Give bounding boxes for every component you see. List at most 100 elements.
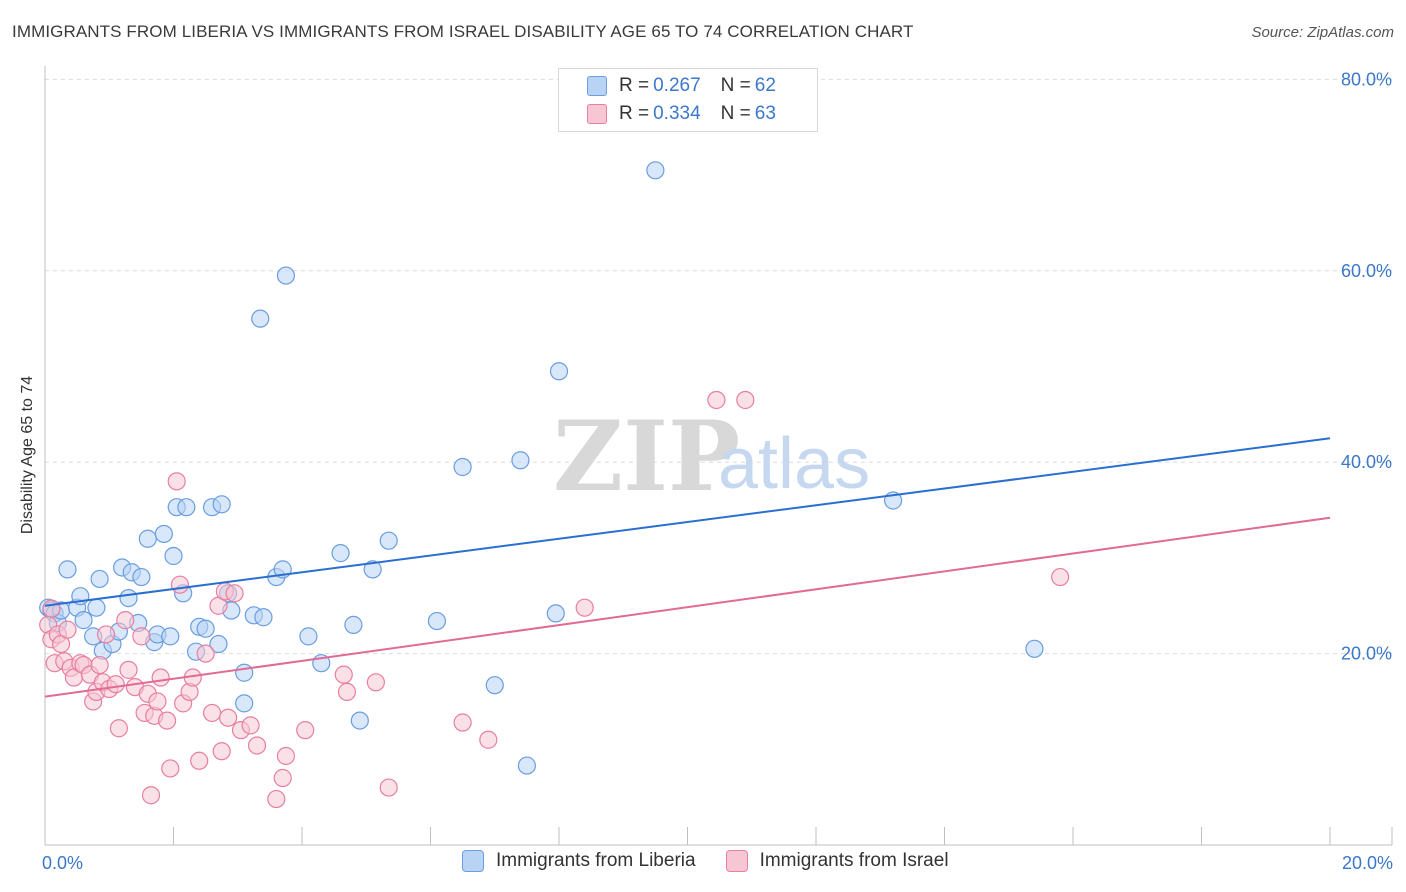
israel-point [90,655,109,675]
liberia-point [485,676,504,695]
y-tick-label: 40.0% [1341,452,1392,472]
israel-point [157,711,177,730]
data-points [39,161,1070,809]
liberia-n-label: N = [720,75,751,96]
legend-item-israel: Immigrants from Israel [725,850,949,872]
israel-point [225,584,244,603]
liberia-point [74,611,93,630]
israel-point [736,390,755,410]
israel-point [58,620,77,639]
israel-point [151,668,170,687]
gridlines [45,78,1392,655]
israel-point [296,721,315,740]
israel-point [161,759,180,778]
liberia-point [427,611,447,631]
liberia-point [119,588,138,608]
legend-row-israel: R = 0.334 N = 63 [587,102,776,126]
liberia-point [350,711,369,730]
liberia-point [235,694,254,713]
liberia-point [90,569,109,589]
liberia-point [511,451,530,470]
axes [44,66,1393,846]
stats-legend: R = 0.267 N = 62 R = 0.334 N = 63 [558,68,818,132]
liberia-point [379,531,398,550]
israel-point [334,665,353,684]
israel-point [96,625,116,644]
israel-point [170,575,190,594]
israel-n-label: N = [720,103,751,124]
x-tick-label-min: 0.0% [42,853,83,873]
israel-trend-line [44,516,1331,698]
liberia-point [132,567,151,587]
tick-labels: 20.0% 40.0% 60.0% 80.0% 0.0% 20.0% [42,69,1393,873]
israel-point [241,716,260,735]
israel-swatch [587,104,607,124]
israel-point [196,644,215,663]
liberia-point [646,161,665,180]
legend-item-liberia: Immigrants from Liberia [462,850,696,872]
israel-point [366,673,385,692]
israel-point [267,789,286,809]
liberia-point [546,604,565,623]
israel-point [337,682,357,701]
liberia-n-value: 62 [754,75,776,96]
israel-point [148,692,167,711]
israel-point [132,627,151,646]
series-legend: Immigrants from Liberia Immigrants from … [462,850,979,872]
y-tick-label: 60.0% [1341,261,1392,281]
israel-point [453,713,472,732]
israel-point [276,746,296,766]
israel-point [273,768,292,788]
israel-point [42,599,61,618]
israel-point [141,786,161,805]
liberia-point [138,529,157,548]
liberia-r-label: R = [619,75,650,96]
israel-point [109,719,128,738]
liberia-point [164,546,183,566]
israel-point [202,703,222,723]
chart-source: Source: ZipAtlas.com [1251,24,1394,41]
legend-liberia-label: Immigrants from Liberia [496,850,696,871]
liberia-swatch [587,76,607,96]
israel-point [212,742,231,761]
israel-point [575,598,594,617]
legend-israel-label: Immigrants from Israel [759,850,949,871]
liberia-r-value: 0.267 [653,75,701,96]
liberia-point [276,266,296,285]
legend-israel-swatch [725,850,748,872]
liberia-trend-line [44,437,1331,607]
israel-point [116,611,135,630]
israel-point [707,390,726,410]
israel-point [167,472,186,491]
legend-row-liberia: R = 0.267 N = 62 [587,74,776,98]
liberia-point [154,524,173,544]
liberia-point [161,627,180,646]
liberia-point [363,560,382,579]
liberia-point [251,309,270,328]
israel-point [119,660,138,679]
liberia-point [177,498,196,517]
israel-n-value: 63 [754,103,776,124]
israel-r-value: 0.334 [653,103,701,124]
liberia-point [87,598,106,617]
liberia-point [344,615,363,634]
liberia-point [209,634,228,654]
israel-point [1051,567,1070,587]
liberia-point [299,627,318,646]
liberia-point [212,495,231,514]
liberia-point [58,560,77,579]
liberia-point [517,756,536,775]
trend-lines [44,437,1331,698]
liberia-point [254,608,273,627]
liberia-point [235,663,254,682]
legend-liberia-swatch [462,850,484,872]
israel-point [247,736,267,755]
x-tick-label-max: 20.0% [1342,853,1393,873]
y-tick-label: 20.0% [1341,644,1392,664]
israel-point [106,675,125,694]
israel-r-label: R = [619,103,650,124]
israel-point [190,751,209,770]
israel-point [379,778,398,797]
liberia-point [1025,639,1044,658]
